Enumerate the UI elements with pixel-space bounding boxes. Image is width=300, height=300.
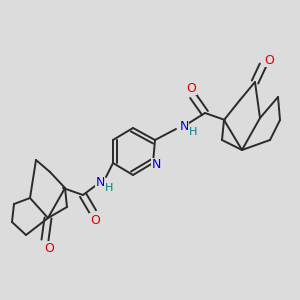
Text: N: N xyxy=(151,158,161,172)
Text: N: N xyxy=(95,176,105,188)
Text: O: O xyxy=(90,214,100,226)
Text: H: H xyxy=(189,127,197,137)
Text: H: H xyxy=(105,183,113,193)
Text: O: O xyxy=(264,53,274,67)
Text: O: O xyxy=(186,82,196,94)
Text: N: N xyxy=(179,121,189,134)
Text: O: O xyxy=(44,242,54,254)
